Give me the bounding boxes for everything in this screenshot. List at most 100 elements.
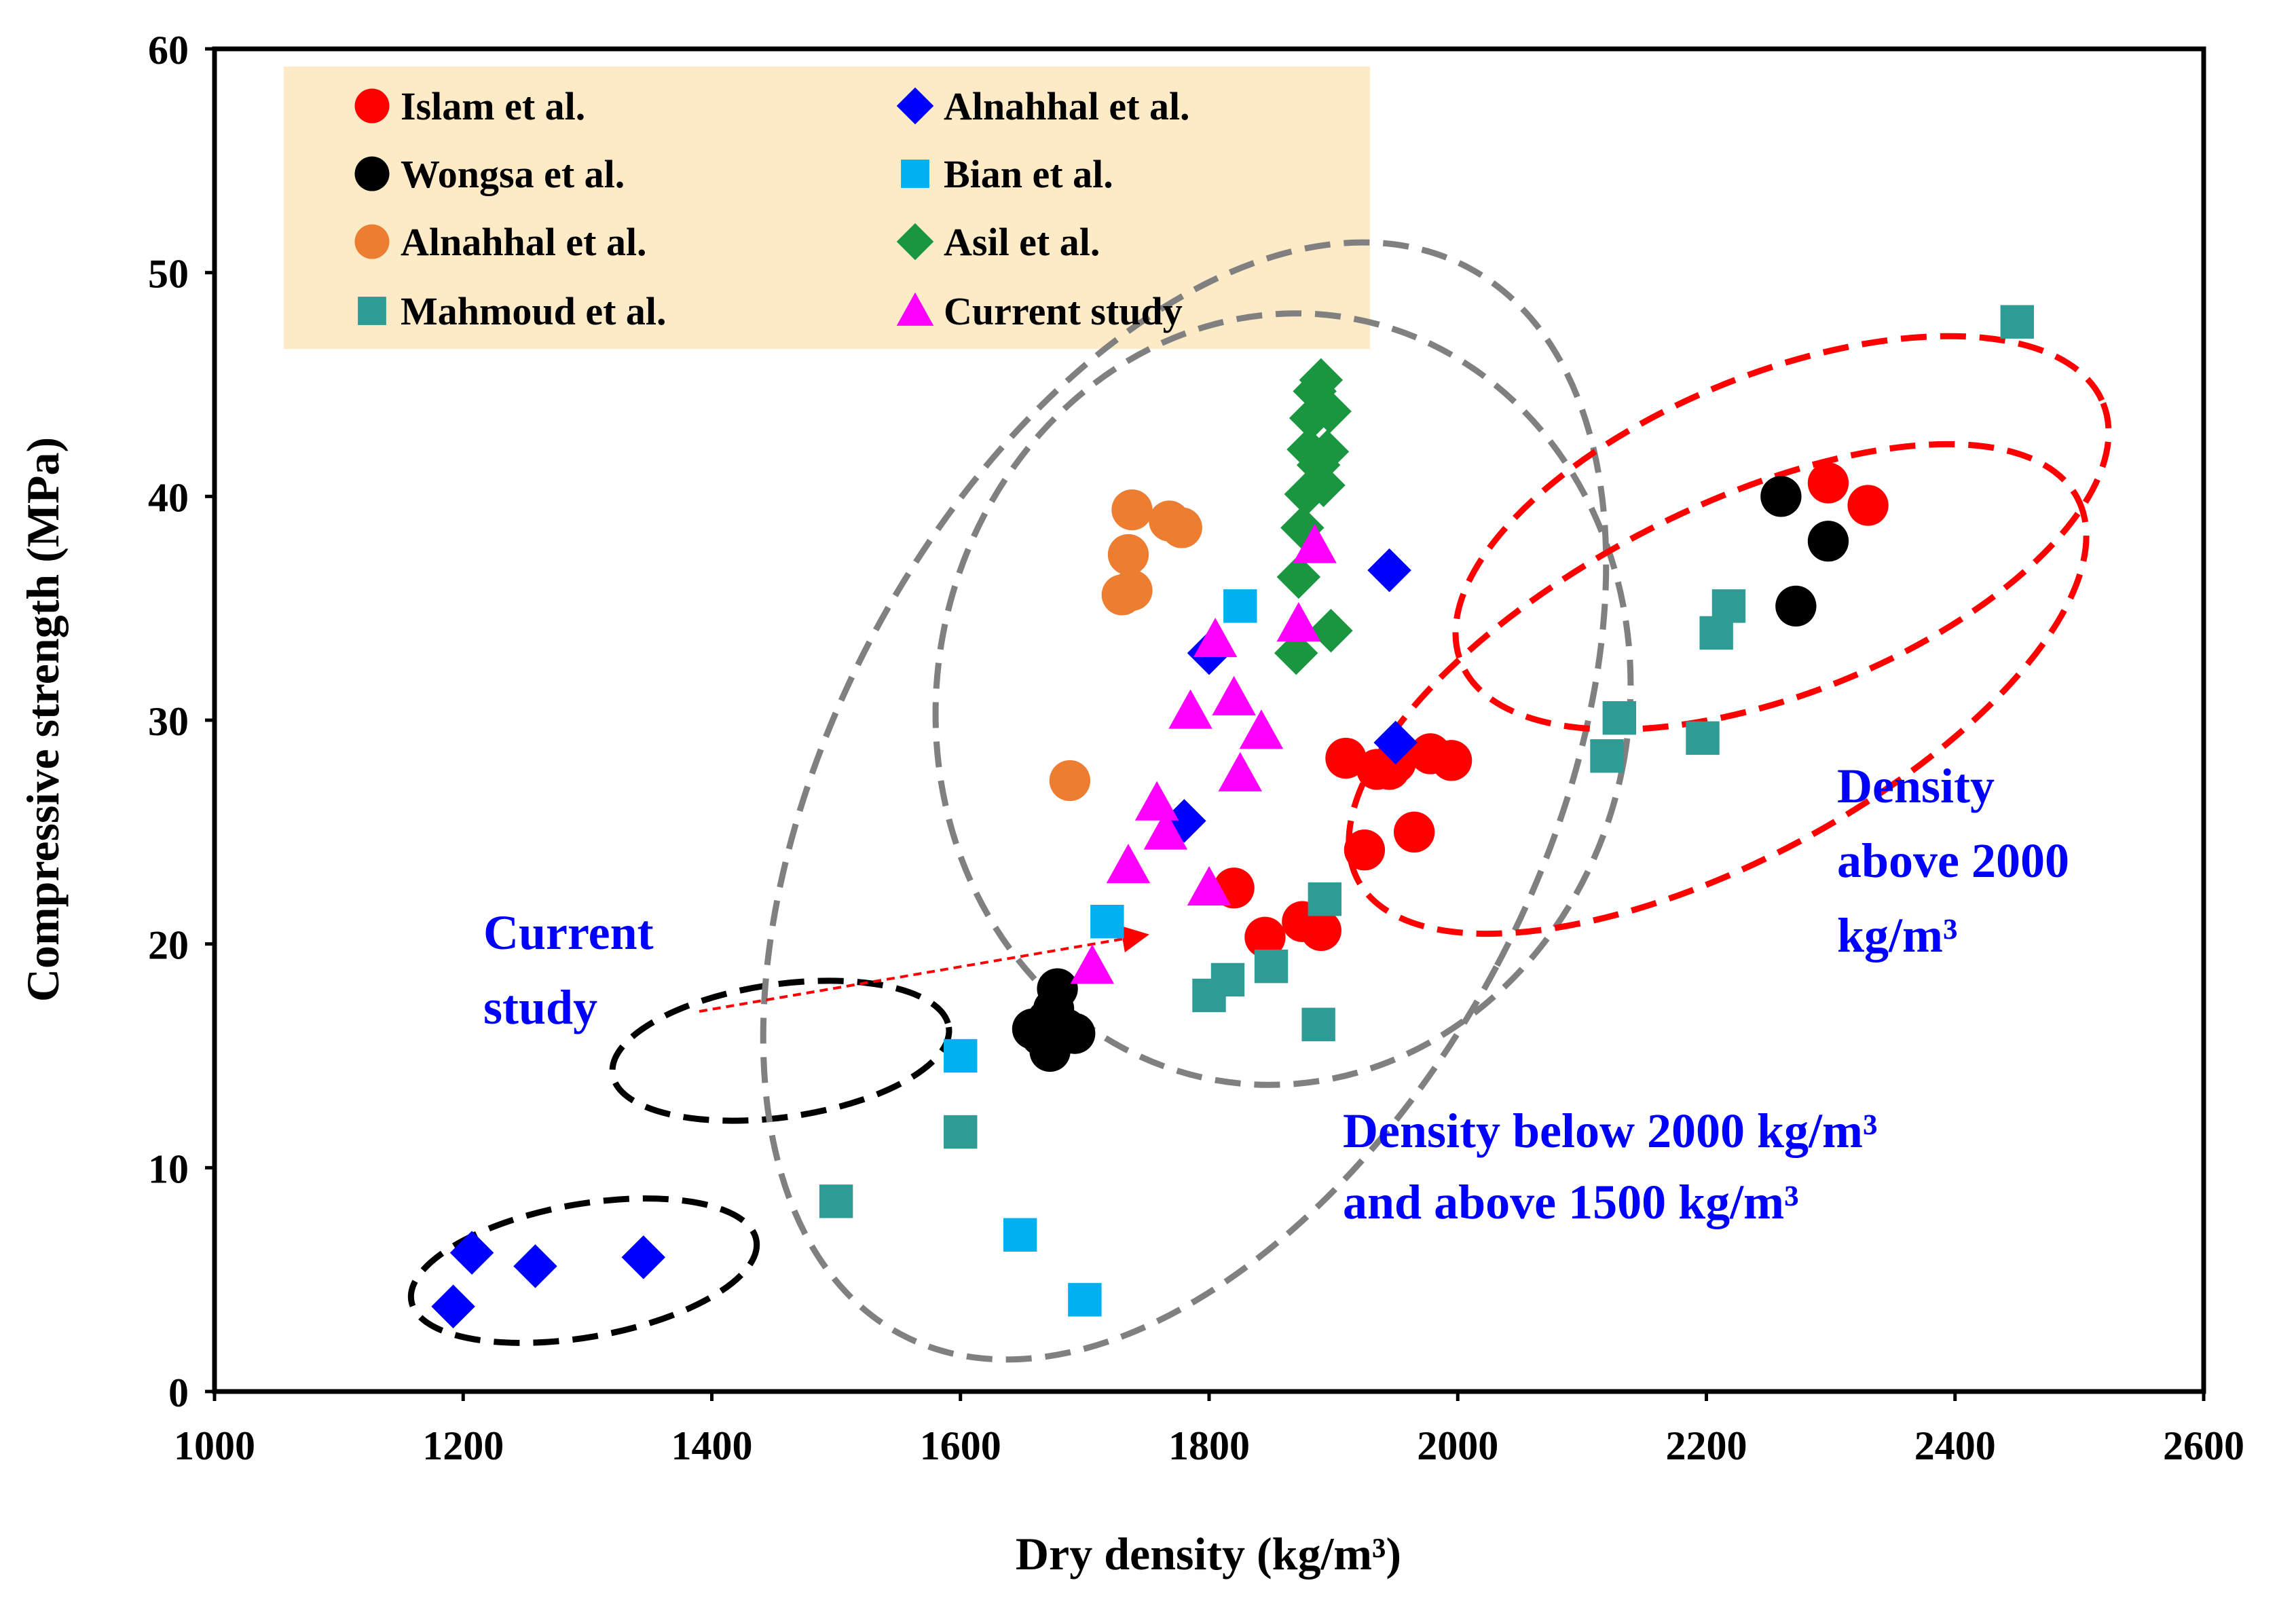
legend: Islam et al. Alnahhal et al. Wongsa et al.… [354, 84, 1190, 333]
y-tick-label: 30 [148, 699, 189, 744]
legend-label: Current study [944, 289, 1183, 333]
legend-label: Asil et al. [944, 220, 1100, 264]
x-axis-title: Dry density (kg/m³) [1016, 1528, 1401, 1580]
x-tick-label: 2400 [1914, 1423, 1996, 1468]
legend-label: Mahmoud et al. [401, 289, 667, 333]
data-point [1807, 462, 1849, 504]
annotations: Current study Density above 2000 kg/m³ Densit… [483, 759, 2069, 1229]
y-axis-title: Compressive strength (MPa) [17, 437, 69, 1002]
legend-label: Alnahhal et al. [944, 84, 1190, 128]
y-tick-label: 50 [148, 252, 189, 297]
data-point [1244, 916, 1286, 958]
data-point [2000, 305, 2035, 339]
data-point [1344, 829, 1386, 871]
outline-above-2000-upper [1452, 333, 2112, 733]
data-point [1760, 476, 1802, 517]
data-point [819, 1184, 853, 1218]
data-point [1187, 866, 1232, 906]
data-point [1393, 811, 1435, 853]
data-point [1775, 585, 1817, 627]
legend-marker [896, 223, 934, 261]
data-point [1308, 882, 1342, 916]
y-tick-label: 40 [148, 475, 189, 520]
data-point [1305, 430, 1350, 474]
x-tick-label: 2000 [1417, 1423, 1498, 1468]
data-point [1373, 720, 1418, 765]
data-point [1068, 1283, 1102, 1317]
y-tick-label: 20 [148, 923, 189, 968]
data-point [1111, 569, 1153, 611]
outline-above-2000-lower [1346, 441, 2090, 937]
data-point [1168, 689, 1212, 729]
annotation-text: kg/m³ [1837, 908, 1958, 963]
data-point [1090, 905, 1124, 939]
legend-label: Islam et al. [401, 84, 585, 128]
data-point [1807, 521, 1849, 562]
legend-background [284, 67, 1370, 349]
data-point [1590, 739, 1624, 773]
group-outlines [407, 239, 2112, 1363]
legend-marker [354, 156, 390, 191]
data-point [1223, 589, 1257, 623]
data-point [1054, 1013, 1096, 1054]
annotation-text: Density below 2000 kg/m³ [1343, 1104, 1878, 1158]
legend-label: Bian et al. [944, 152, 1113, 196]
data-point [1301, 1007, 1335, 1042]
data-point [1212, 675, 1256, 715]
data-point [1293, 523, 1337, 563]
legend-label: Wongsa et al. [401, 152, 625, 196]
data-points [431, 305, 2035, 1328]
x-tick-label: 2200 [1666, 1423, 1747, 1468]
data-point [1711, 589, 1746, 623]
data-point [1106, 844, 1151, 884]
y-tick-label: 0 [168, 1370, 189, 1415]
data-point [621, 1235, 666, 1280]
annotation-text: and above 1500 kg/m³ [1343, 1175, 1799, 1229]
data-point [1254, 949, 1289, 984]
data-point [1309, 608, 1353, 653]
legend-label: Alnahhal et al. [401, 220, 647, 264]
legend-marker [354, 88, 390, 124]
data-point [1602, 701, 1637, 735]
x-tick-label: 1000 [174, 1423, 255, 1468]
data-point [1210, 963, 1245, 997]
x-axis-ticks: 1000 1200 1400 1600 1800 2000 2200 2400 2600 [174, 1392, 2244, 1468]
data-point [1107, 534, 1149, 576]
data-point [1274, 631, 1318, 675]
data-point [1218, 751, 1263, 791]
x-tick-label: 1600 [920, 1423, 1001, 1468]
data-point [1161, 507, 1202, 548]
data-point [1111, 489, 1153, 531]
x-tick-label: 1800 [1168, 1423, 1250, 1468]
data-point [1276, 602, 1321, 642]
data-point [449, 1231, 494, 1275]
outline-mid-density-outer [760, 239, 1610, 1363]
data-point [1239, 709, 1284, 749]
data-point [1143, 810, 1188, 850]
legend-marker [354, 224, 390, 259]
data-point [1430, 740, 1473, 781]
data-point [1301, 463, 1346, 508]
data-point [1847, 485, 1889, 526]
x-tick-label: 1200 [422, 1423, 504, 1468]
data-point [1003, 1218, 1037, 1252]
data-point [1193, 618, 1238, 658]
data-point [1037, 968, 1078, 1009]
data-point [1299, 358, 1344, 403]
data-point [1049, 760, 1091, 802]
current-study-arrow [699, 925, 1149, 1013]
data-point [1367, 548, 1411, 593]
data-point [944, 1115, 978, 1149]
y-axis-ticks: 0 10 20 30 40 50 60 [148, 28, 215, 1415]
data-point [944, 1039, 978, 1073]
x-tick-label: 1400 [671, 1423, 753, 1468]
outline-mid-density-inner [932, 310, 1634, 1088]
data-point [431, 1284, 475, 1328]
annotation-text: above 2000 [1837, 834, 2069, 888]
annotation-text: Density [1837, 759, 1995, 813]
legend-marker [896, 292, 934, 326]
data-point [1686, 721, 1720, 755]
x-tick-label: 2600 [2163, 1423, 2244, 1468]
outline-below-1200 [407, 1195, 760, 1346]
